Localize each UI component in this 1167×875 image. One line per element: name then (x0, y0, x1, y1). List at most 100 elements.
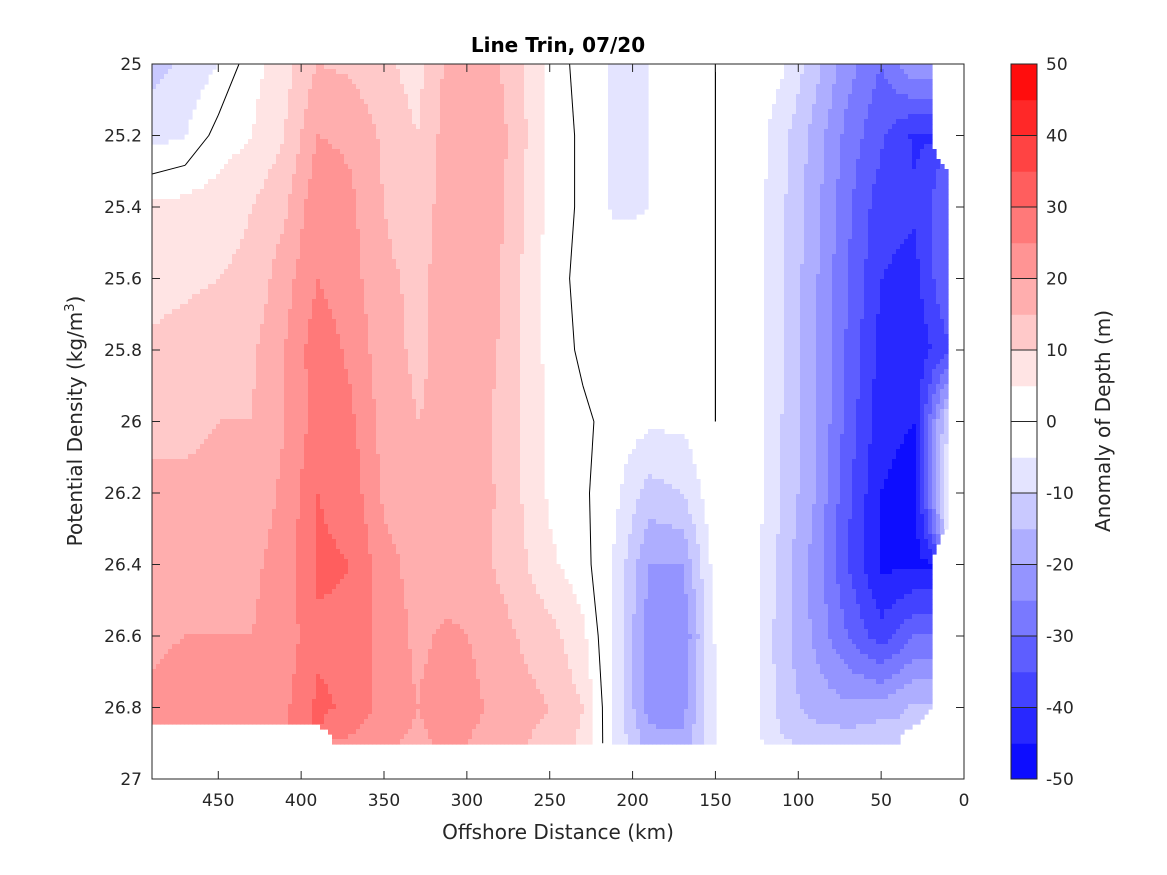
contour-cell (896, 134, 901, 140)
contour-cell (860, 239, 865, 245)
contour-cell (152, 129, 157, 135)
contour-cell (420, 234, 425, 240)
contour-cell (524, 149, 529, 155)
contour-cell (428, 94, 433, 100)
contour-cell (196, 224, 201, 230)
contour-cell (320, 229, 325, 235)
contour-cell (472, 64, 477, 70)
contour-cell (172, 229, 177, 235)
contour-cell (924, 129, 929, 135)
contour-cell (516, 114, 521, 120)
contour-cell (492, 159, 497, 165)
contour-cell (932, 164, 937, 170)
contour-cell (448, 129, 453, 135)
contour-cell (380, 124, 385, 130)
contour-cell (356, 104, 361, 110)
contour-cell (792, 214, 797, 220)
contour-cell (444, 124, 449, 130)
contour-cell (360, 114, 365, 120)
contour-cell (836, 134, 841, 140)
contour-cell (928, 144, 933, 150)
contour-cell (300, 179, 305, 185)
contour-cell (328, 99, 333, 105)
contour-cell (156, 64, 161, 70)
contour-cell (240, 244, 245, 250)
contour-cell (320, 184, 325, 190)
contour-cell (836, 219, 841, 225)
contour-cell (336, 184, 341, 190)
contour-cell (340, 139, 345, 145)
contour-cell (924, 124, 929, 130)
contour-cell (896, 119, 901, 125)
contour-cell (524, 94, 529, 100)
contour-cell (772, 174, 777, 180)
contour-cell (524, 189, 529, 195)
contour-cell (828, 129, 833, 135)
contour-cell (456, 94, 461, 100)
contour-cell (280, 134, 285, 140)
contour-cell (808, 219, 813, 225)
contour-cell (816, 174, 821, 180)
contour-cell (248, 194, 253, 200)
contour-cell (420, 104, 425, 110)
contour-cell (808, 89, 813, 95)
contour-cell (328, 64, 333, 70)
contour-cell (640, 124, 645, 130)
contour-cell (628, 184, 633, 190)
contour-cell (192, 229, 197, 235)
contour-cell (532, 184, 537, 190)
contour-cell (780, 79, 785, 85)
contour-cell (808, 164, 813, 170)
contour-cell (224, 184, 229, 190)
contour-cell (292, 159, 297, 165)
contour-cell (324, 204, 329, 210)
contour-cell (428, 104, 433, 110)
contour-cell (892, 64, 897, 70)
contour-cell (608, 79, 613, 85)
contour-cell (856, 114, 861, 120)
contour-cell (880, 194, 885, 200)
contour-cell (260, 99, 265, 105)
contour-cell (400, 139, 405, 145)
contour-cell (360, 129, 365, 135)
contour-cell (944, 239, 949, 245)
contour-cell (480, 79, 485, 85)
contour-cell (512, 184, 517, 190)
contour-cell (520, 119, 525, 125)
contour-cell (368, 124, 373, 130)
contour-cell (384, 129, 389, 135)
contour-cell (400, 104, 405, 110)
contour-cell (224, 229, 229, 235)
contour-cell (496, 134, 501, 140)
contour-cell (232, 174, 237, 180)
contour-cell (928, 79, 933, 85)
contour-cell (868, 139, 873, 145)
contour-cell (768, 164, 773, 170)
contour-cell (260, 174, 265, 180)
contour-cell (396, 149, 401, 155)
contour-cell (444, 79, 449, 85)
contour-cell (808, 179, 813, 185)
contour-cell (468, 154, 473, 160)
contour-cell (640, 119, 645, 125)
contour-cell (220, 189, 225, 195)
contour-cell (460, 119, 465, 125)
contour-cell (156, 134, 161, 140)
contour-cell (520, 204, 525, 210)
contour-cell (288, 84, 293, 90)
contour-cell (372, 84, 377, 90)
contour-cell (912, 149, 917, 155)
contour-cell (528, 234, 533, 240)
contour-cell (892, 184, 897, 190)
contour-cell (316, 64, 321, 70)
contour-cell (796, 204, 801, 210)
contour-cell (848, 99, 853, 105)
contour-cell (888, 184, 893, 190)
contour-cell (624, 149, 629, 155)
contour-cell (536, 99, 541, 105)
contour-cell (516, 134, 521, 140)
contour-cell (540, 144, 545, 150)
contour-cell (792, 164, 797, 170)
contour-cell (844, 179, 849, 185)
contour-cell (436, 169, 441, 175)
